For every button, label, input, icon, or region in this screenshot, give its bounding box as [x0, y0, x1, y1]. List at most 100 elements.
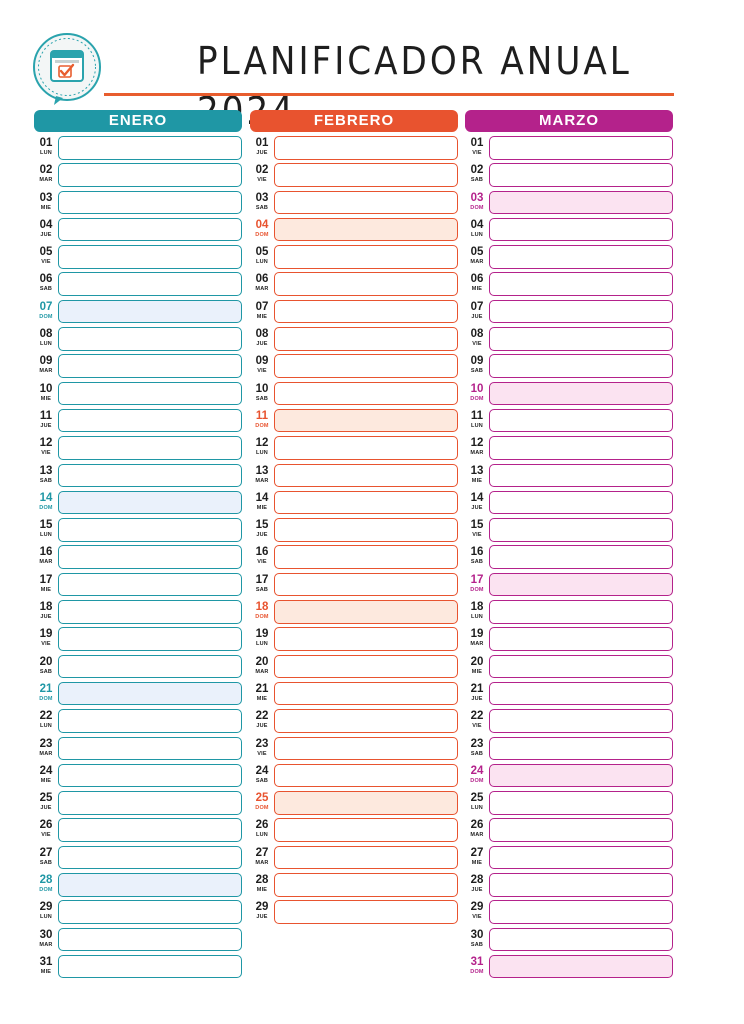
- day-note-box[interactable]: [58, 763, 242, 788]
- day-note-box[interactable]: [58, 654, 242, 679]
- day-note-box[interactable]: [58, 818, 242, 842]
- day-note-box[interactable]: [274, 217, 458, 242]
- day-note-box[interactable]: [489, 136, 673, 160]
- day-note-box[interactable]: [58, 354, 242, 378]
- day-note-box[interactable]: [58, 217, 242, 242]
- day-note-box[interactable]: [489, 245, 673, 269]
- day-note-box[interactable]: [58, 845, 242, 870]
- day-note-box[interactable]: [489, 900, 673, 924]
- day-note-box[interactable]: [489, 927, 673, 952]
- day-note-box[interactable]: [58, 954, 242, 979]
- day-note-box[interactable]: [489, 654, 673, 679]
- day-note-box[interactable]: [274, 299, 458, 324]
- day-label: 12 MAR: [465, 437, 489, 457]
- day-note-box[interactable]: [58, 408, 242, 433]
- day-note-box[interactable]: [274, 163, 458, 187]
- day-note-box[interactable]: [489, 681, 673, 706]
- day-note-box[interactable]: [489, 736, 673, 761]
- day-note-box[interactable]: [489, 627, 673, 651]
- day-note-box[interactable]: [274, 681, 458, 706]
- day-note-box[interactable]: [58, 245, 242, 269]
- day-note-box[interactable]: [58, 299, 242, 324]
- day-note-box[interactable]: [489, 217, 673, 242]
- day-note-box[interactable]: [274, 136, 458, 160]
- day-note-box[interactable]: [58, 572, 242, 597]
- day-note-box[interactable]: [58, 873, 242, 897]
- day-row: 09 VIE: [250, 354, 458, 381]
- day-note-box[interactable]: [274, 791, 458, 815]
- day-note-box[interactable]: [58, 490, 242, 515]
- day-row: 30 MAR: [34, 927, 242, 955]
- day-note-box[interactable]: [58, 163, 242, 187]
- day-note-box[interactable]: [274, 600, 458, 624]
- day-note-box[interactable]: [274, 354, 458, 378]
- day-note-box[interactable]: [58, 736, 242, 761]
- day-note-box[interactable]: [58, 627, 242, 651]
- day-note-box[interactable]: [274, 327, 458, 351]
- day-row: 29 JUE: [250, 900, 458, 927]
- day-note-box[interactable]: [489, 709, 673, 733]
- day-note-box[interactable]: [274, 518, 458, 542]
- day-note-box[interactable]: [58, 518, 242, 542]
- day-note-box[interactable]: [58, 791, 242, 815]
- day-note-box[interactable]: [274, 245, 458, 269]
- day-note-box[interactable]: [489, 600, 673, 624]
- day-note-box[interactable]: [274, 408, 458, 433]
- day-note-box[interactable]: [58, 190, 242, 215]
- day-note-box[interactable]: [274, 436, 458, 460]
- day-note-box[interactable]: [274, 900, 458, 924]
- day-note-box[interactable]: [489, 791, 673, 815]
- day-note-box[interactable]: [489, 163, 673, 187]
- day-note-box[interactable]: [489, 545, 673, 569]
- day-note-box[interactable]: [489, 763, 673, 788]
- day-note-box[interactable]: [274, 490, 458, 515]
- day-note-box[interactable]: [489, 190, 673, 215]
- day-note-box[interactable]: [489, 845, 673, 870]
- day-note-box[interactable]: [489, 436, 673, 460]
- day-note-box[interactable]: [489, 818, 673, 842]
- day-note-box[interactable]: [274, 545, 458, 569]
- day-note-box[interactable]: [274, 627, 458, 651]
- day-note-box[interactable]: [489, 299, 673, 324]
- day-note-box[interactable]: [274, 190, 458, 215]
- day-note-box[interactable]: [489, 381, 673, 406]
- day-label: 17 DOM: [465, 574, 489, 594]
- day-note-box[interactable]: [58, 545, 242, 569]
- day-note-box[interactable]: [489, 572, 673, 597]
- day-note-box[interactable]: [58, 381, 242, 406]
- day-note-box[interactable]: [274, 845, 458, 870]
- day-note-box[interactable]: [58, 136, 242, 160]
- day-note-box[interactable]: [489, 408, 673, 433]
- day-note-box[interactable]: [274, 818, 458, 842]
- day-note-box[interactable]: [489, 873, 673, 897]
- day-note-box[interactable]: [274, 463, 458, 488]
- day-note-box[interactable]: [274, 709, 458, 733]
- day-note-box[interactable]: [58, 600, 242, 624]
- day-note-box[interactable]: [58, 681, 242, 706]
- day-note-box[interactable]: [489, 490, 673, 515]
- day-note-box[interactable]: [274, 572, 458, 597]
- day-row: 03 SAB: [250, 190, 458, 218]
- day-note-box[interactable]: [58, 436, 242, 460]
- day-note-box[interactable]: [489, 463, 673, 488]
- day-note-box[interactable]: [274, 736, 458, 761]
- day-note-box[interactable]: [489, 272, 673, 296]
- day-note-box[interactable]: [489, 518, 673, 542]
- day-weekday: DOM: [39, 313, 53, 320]
- day-note-box[interactable]: [58, 709, 242, 733]
- day-label: 08 VIE: [465, 328, 489, 348]
- day-note-box[interactable]: [274, 654, 458, 679]
- day-note-box[interactable]: [58, 927, 242, 952]
- day-note-box[interactable]: [489, 327, 673, 351]
- day-number: 19: [39, 628, 53, 641]
- day-note-box[interactable]: [58, 327, 242, 351]
- day-note-box[interactable]: [58, 900, 242, 924]
- day-note-box[interactable]: [58, 463, 242, 488]
- day-note-box[interactable]: [58, 272, 242, 296]
- day-note-box[interactable]: [274, 873, 458, 897]
- day-note-box[interactable]: [489, 354, 673, 378]
- day-note-box[interactable]: [274, 272, 458, 296]
- day-note-box[interactable]: [489, 954, 673, 979]
- day-note-box[interactable]: [274, 381, 458, 406]
- day-note-box[interactable]: [274, 763, 458, 788]
